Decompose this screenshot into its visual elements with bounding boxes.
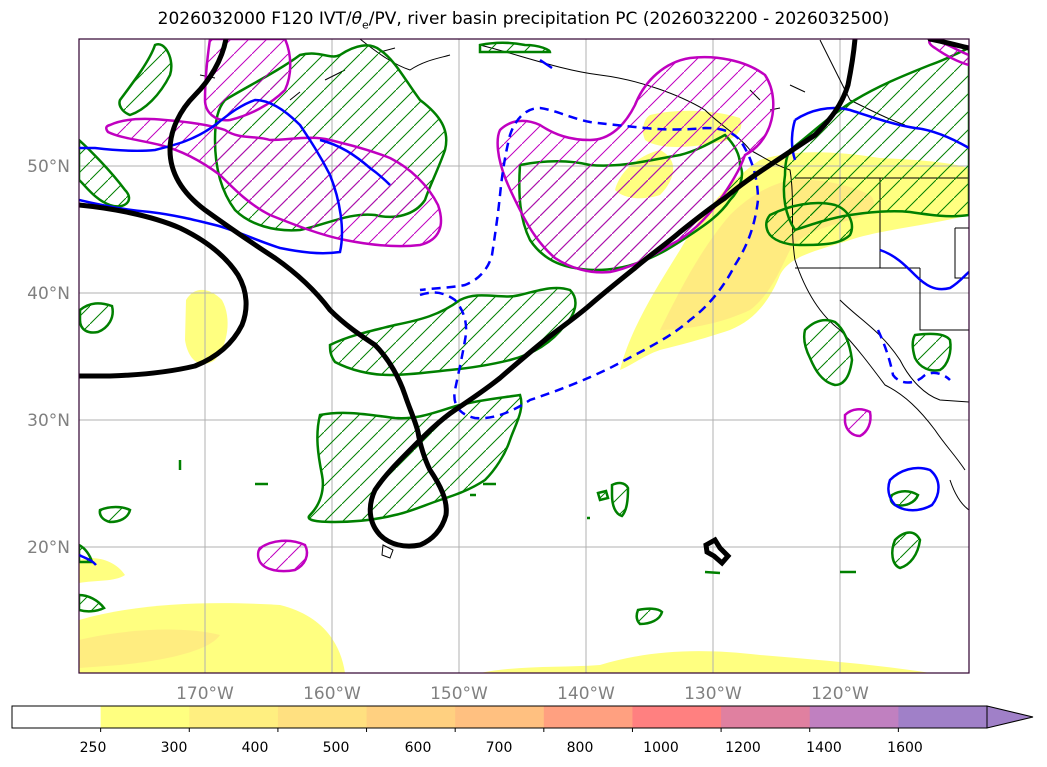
colorbar: 250 300 400 500 600 700 800 1000 1200 14… (11, 705, 1034, 756)
pv-region (496, 55, 775, 274)
theta-e-region (79, 138, 131, 208)
theta-e-region (79, 302, 114, 334)
ivt-region (79, 629, 220, 668)
pv-region (843, 408, 872, 438)
pv-region (927, 39, 969, 67)
jet-contour (167, 39, 858, 549)
pv-contour (79, 98, 344, 255)
colorbar-tick-label: 400 (242, 740, 269, 756)
jet-contours (79, 39, 969, 567)
theta-e-region (635, 607, 664, 626)
lon-label: 120°W (811, 684, 869, 704)
colorbar-tick-label: 250 (80, 740, 107, 756)
pv-contour (794, 106, 969, 150)
theta-e-region (79, 593, 106, 613)
ivt-region (185, 289, 228, 364)
colorbar-segment (632, 706, 722, 728)
theta-e-region (98, 505, 132, 524)
colorbar-segment (366, 706, 456, 728)
colorbar-tick-label: 800 (567, 740, 594, 756)
pv-contour (790, 119, 797, 161)
longitude-labels: 170°W 160°W 150°W 140°W 130°W 120°W (176, 684, 869, 704)
theta-e-region (765, 201, 854, 247)
ivt-region (79, 558, 125, 583)
lat-label: 40°N (27, 284, 70, 304)
colorbar-segment (543, 706, 633, 728)
lat-label: 20°N (27, 538, 70, 558)
plot-area (79, 39, 969, 673)
colorbar-tick-label: 1000 (643, 740, 679, 756)
colorbar-tick-label: 300 (161, 740, 188, 756)
lon-label: 160°W (303, 684, 361, 704)
lon-label: 130°W (684, 684, 742, 704)
colorbar-segment (189, 706, 279, 728)
theta-e-region (118, 43, 173, 117)
lon-label: 150°W (430, 684, 488, 704)
pv-high-regions (105, 39, 969, 573)
lat-label: 30°N (27, 411, 70, 431)
jet-contour (79, 202, 249, 379)
pv-contour (319, 138, 391, 186)
colorbar-segment (721, 706, 811, 728)
theta-e-region (307, 393, 523, 524)
jet-contour (927, 39, 969, 51)
theta-e-region (802, 318, 854, 387)
jet-contour (703, 536, 732, 567)
pv-low-contours (79, 58, 969, 566)
pv-contour (539, 58, 553, 70)
ivt-region (480, 651, 930, 673)
colorbar-tick-label: 500 (323, 740, 350, 756)
latitude-labels: 50°N 40°N 30°N 20°N (27, 157, 70, 558)
theta-e-region (610, 481, 630, 518)
colorbar-segment (12, 706, 102, 728)
pv-region (256, 539, 309, 573)
lon-label: 170°W (176, 684, 234, 704)
theta-e-region (891, 531, 922, 570)
colorbar-extend-arrow (986, 705, 1034, 729)
colorbar-tick-label: 1400 (806, 740, 842, 756)
colorbar-segment (898, 706, 988, 728)
theta-e-region (596, 489, 610, 502)
theta-e-region (478, 41, 552, 54)
colorbar-segment (455, 706, 545, 728)
pv-contour (887, 466, 940, 512)
theta-e-region (782, 46, 969, 232)
theta-e-small (178, 460, 856, 575)
colorbar-segment (809, 706, 899, 728)
colorbar-frame (11, 705, 988, 729)
plot-frame (78, 38, 970, 674)
colorbar-tick-label: 1600 (887, 740, 923, 756)
pv-contour (79, 553, 97, 566)
theta-e-region (911, 332, 952, 372)
colorbar-tick-label: 700 (486, 740, 513, 756)
colorbar-segment (100, 706, 190, 728)
colorbar-tick-label: 1200 (725, 740, 761, 756)
pv-contour (879, 248, 969, 291)
colorbar-segment (277, 706, 368, 728)
pv-contour (876, 329, 951, 384)
colorbar-tick-label: 600 (405, 740, 432, 756)
map-title: 2026032000 F120 IVT/θe/PV, river basin p… (157, 9, 890, 32)
lat-label: 50°N (27, 157, 70, 177)
lon-label: 140°W (557, 684, 615, 704)
pv-contour (419, 106, 760, 420)
